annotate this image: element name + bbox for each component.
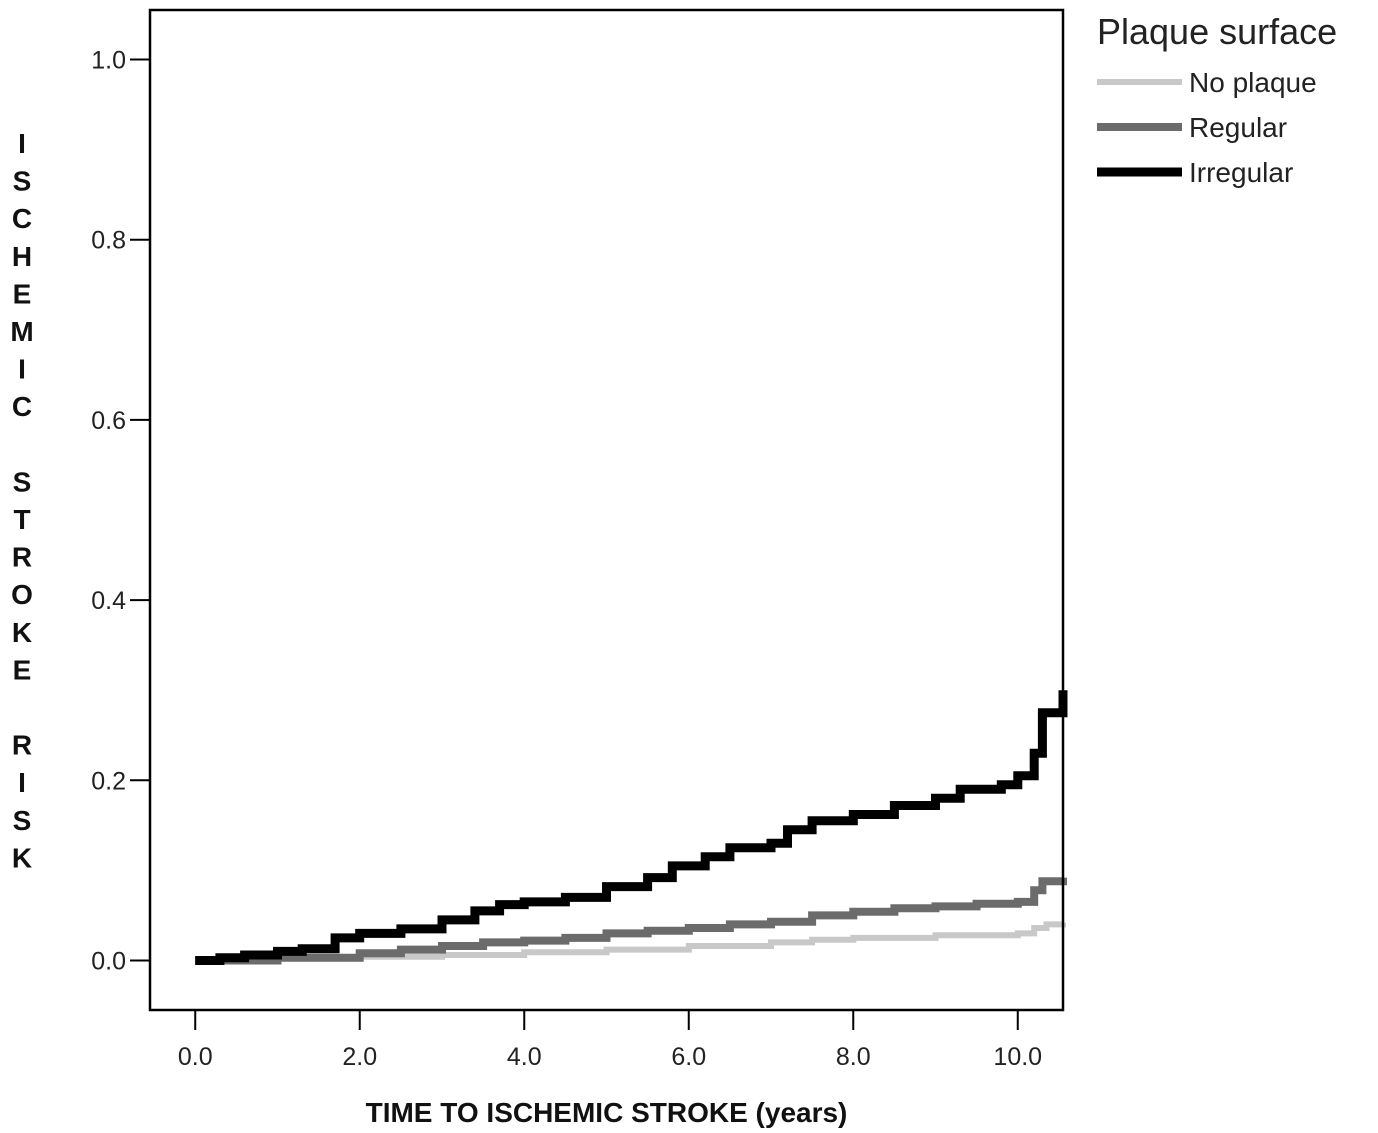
- y-tick-label: 0.8: [91, 227, 126, 255]
- y-tick-label: 0.0: [91, 947, 126, 975]
- legend-label: Irregular: [1189, 157, 1293, 188]
- x-tick-label: 4.0: [507, 1043, 542, 1071]
- series-line-no-plaque: [195, 921, 1066, 964]
- y-tick-label: 0.2: [91, 767, 126, 795]
- x-tick-label: 8.0: [836, 1043, 871, 1071]
- y-tick-label: 1.0: [91, 47, 126, 75]
- y-tick-label: 0.6: [91, 407, 126, 435]
- x-axis-title: TIME TO ISCHEMIC STROKE (years): [366, 1097, 848, 1128]
- plot-frame: [148, 8, 1065, 1012]
- x-tick-label: 2.0: [342, 1043, 377, 1071]
- x-tick-label: 10.0: [993, 1043, 1042, 1071]
- x-tick-label: 0.0: [178, 1043, 213, 1071]
- axis-layer: 0.0 0.2 0.4 0.6 0.8 1.0 0.0 2.0 4.0 6.0 8.0 10.0 TIM…: [10, 8, 1065, 1128]
- legend: Plaque surface No plaque Regular Irregular: [1097, 11, 1337, 188]
- series-line-irregular: [195, 690, 1068, 965]
- legend-label: Regular: [1189, 112, 1287, 143]
- x-tick-label: 6.0: [671, 1043, 706, 1071]
- legend-label: No plaque: [1189, 67, 1317, 98]
- plot-layer: [195, 690, 1068, 965]
- y-tick-label: 0.4: [91, 587, 126, 615]
- series-line-regular: [195, 877, 1067, 965]
- legend-title: Plaque surface: [1097, 11, 1337, 52]
